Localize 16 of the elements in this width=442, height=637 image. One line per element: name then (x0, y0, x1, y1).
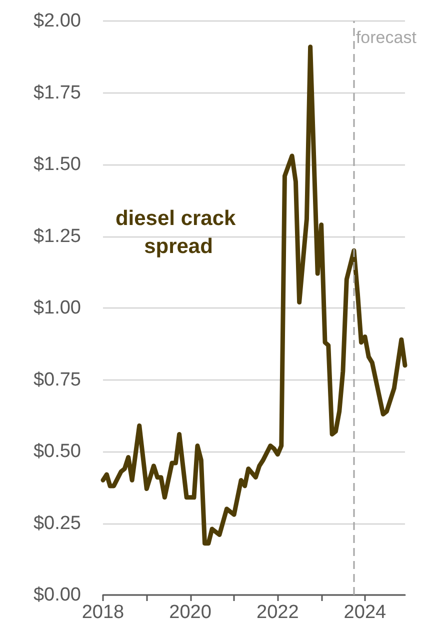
y-tick-label: $0.75 (33, 369, 81, 390)
x-tick-label: 2018 (82, 602, 124, 623)
y-tick-label: $0.50 (33, 441, 81, 462)
line-series (100, 44, 408, 546)
text: diesel crack spread (115, 207, 242, 258)
y-tick-label: $2.00 (33, 10, 81, 32)
y-tick-label: $0.00 (33, 584, 81, 606)
x-tick-label: 2020 (169, 602, 212, 623)
y-tick-label: $1.75 (33, 82, 81, 104)
x-tick-label: 2022 (256, 602, 299, 623)
y-tick-label: $1.00 (33, 298, 81, 318)
x-tick-label: 2024 (344, 602, 387, 623)
y-tick-label: $1.25 (33, 226, 81, 247)
ref-line-label: forecast (356, 28, 417, 47)
y-tick-label: $0.25 (33, 512, 81, 534)
y-tick-label: $1.50 (33, 154, 81, 175)
